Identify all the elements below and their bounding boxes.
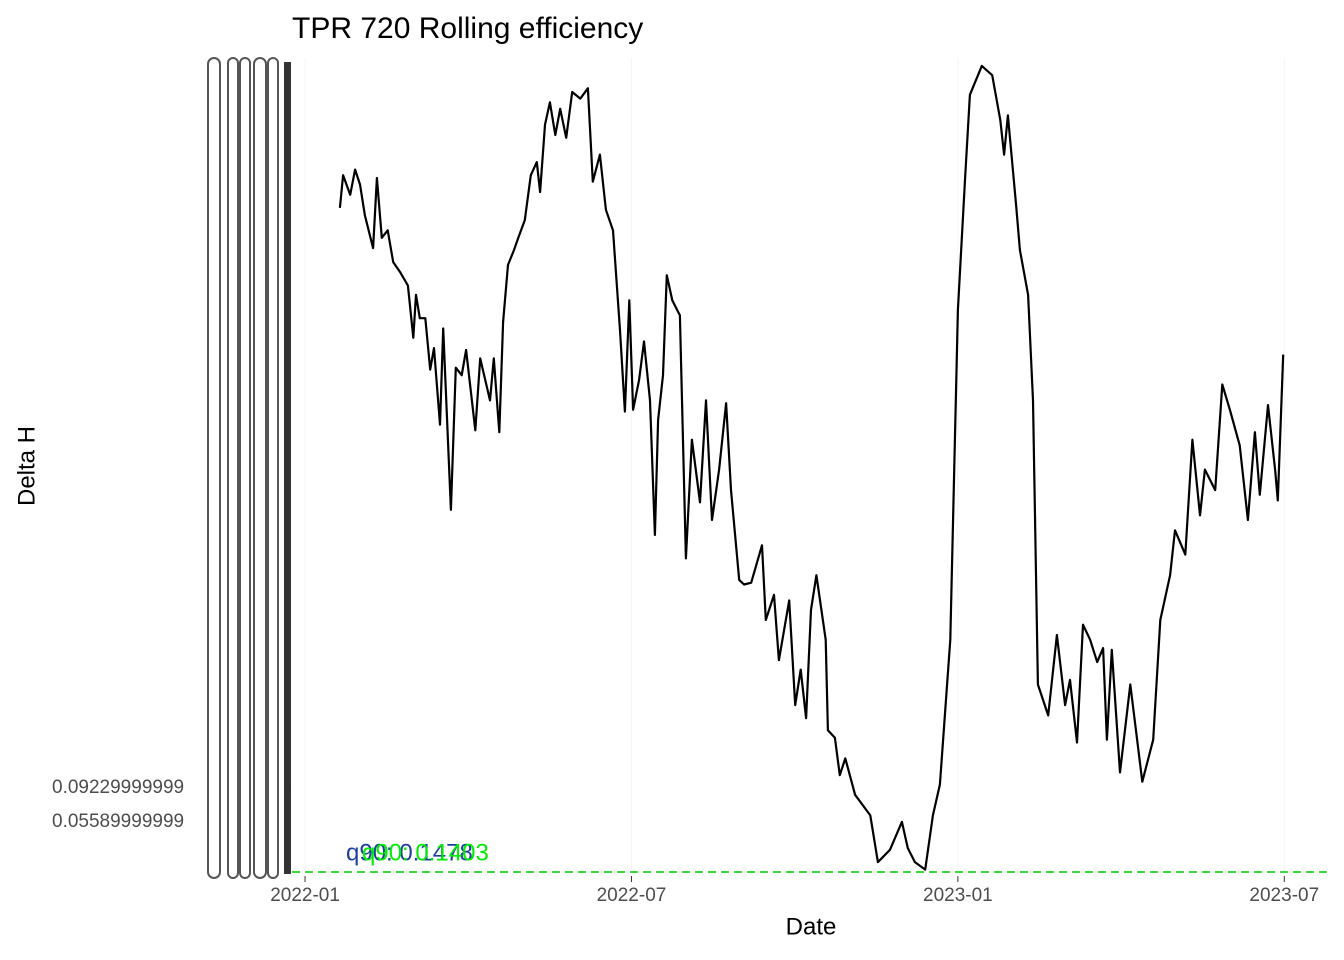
y-tick-label: 0.09229999999 [52, 777, 184, 798]
annotation: q90: 0.1403 [362, 839, 489, 866]
y-tick-label: 0.05589999999 [52, 811, 184, 832]
y-axis-label: Delta H [13, 426, 40, 506]
x-tick-label: 2023-07 [1249, 885, 1319, 906]
y-axis-ticks-overplot [284, 62, 291, 874]
chart-title: TPR 720 Rolling efficiency [292, 12, 643, 45]
data-line [338, 64, 1285, 871]
x-tick-label: 2023-01 [923, 885, 993, 906]
annotation: q90: 0.1478 [346, 839, 473, 866]
x-tick-label: 2022-07 [597, 885, 667, 906]
x-axis-label: Date [786, 913, 837, 940]
x-tick-label: 2022-01 [270, 885, 340, 906]
y-label-overplot [207, 57, 279, 879]
